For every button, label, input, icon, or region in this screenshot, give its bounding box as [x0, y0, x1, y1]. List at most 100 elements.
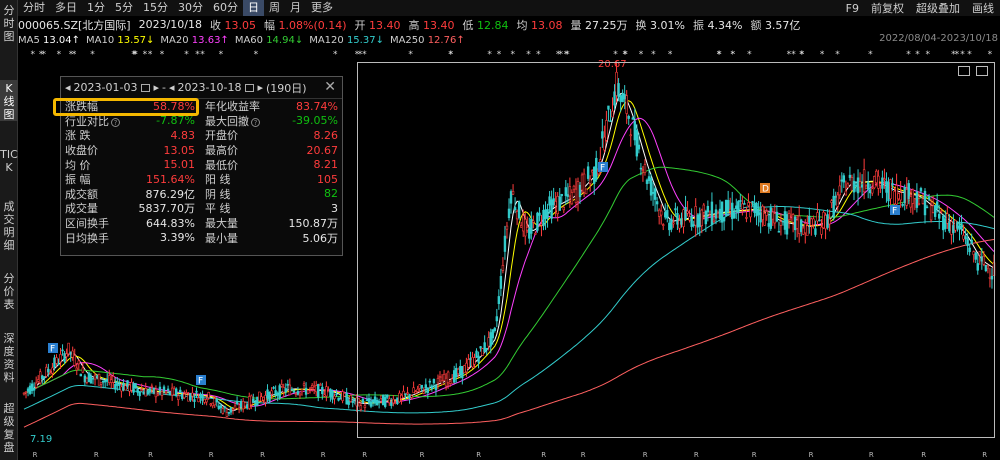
event-marker[interactable]: * — [487, 50, 492, 60]
right-issue-marker[interactable]: R — [869, 451, 874, 459]
event-marker[interactable]: * — [731, 50, 736, 60]
event-marker[interactable]: * — [39, 50, 44, 60]
event-marker[interactable]: * — [254, 50, 259, 60]
period-tab-7[interactable]: 日 — [243, 0, 264, 16]
event-marker[interactable]: * — [960, 50, 965, 60]
event-marker[interactable]: * — [31, 50, 36, 60]
event-marker[interactable]: * — [787, 50, 792, 60]
side-tab-6[interactable]: 超级复盘 — [3, 402, 15, 454]
event-marker[interactable]: * — [362, 50, 367, 60]
side-tab-5[interactable]: 深度资料 — [3, 332, 15, 384]
right-issue-marker[interactable]: R — [982, 451, 987, 459]
toolbar-right-button-3[interactable]: 画线 — [972, 2, 994, 15]
event-marker[interactable]: * — [133, 50, 138, 60]
event-marker[interactable]: * — [835, 50, 840, 60]
event-marker[interactable]: * — [556, 50, 561, 60]
right-issue-marker[interactable]: R — [581, 451, 586, 459]
close-icon[interactable]: ✕ — [324, 79, 336, 95]
right-issue-marker[interactable]: R — [94, 451, 99, 459]
event-marker[interactable]: * — [791, 50, 796, 60]
event-marker[interactable]: * — [195, 50, 200, 60]
period-tab-9[interactable]: 月 — [290, 1, 301, 14]
event-marker[interactable]: * — [906, 50, 911, 60]
event-marker[interactable]: * — [623, 50, 628, 60]
event-marker[interactable]: * — [200, 50, 205, 60]
event-marker[interactable]: * — [799, 50, 804, 60]
right-issue-marker[interactable]: R — [694, 451, 699, 459]
event-marker[interactable]: * — [967, 50, 972, 60]
help-icon[interactable]: ? — [251, 117, 260, 127]
event-marker[interactable]: * — [613, 50, 618, 60]
event-marker[interactable]: * — [69, 50, 74, 60]
event-marker[interactable]: * — [57, 50, 62, 60]
next-start-icon[interactable]: ▸ — [153, 81, 159, 94]
end-date[interactable]: 2023-10-18 — [177, 81, 242, 94]
event-badge-icon[interactable] — [196, 375, 206, 385]
period-tab-3[interactable]: 5分 — [115, 1, 133, 14]
side-tab-4[interactable]: 分价表 — [3, 272, 15, 311]
event-marker[interactable]: * — [148, 50, 153, 60]
prev-start-icon[interactable]: ◂ — [65, 81, 71, 94]
event-marker[interactable]: * — [511, 50, 516, 60]
toolbar-right-button-1[interactable]: 前复权 — [871, 2, 904, 15]
event-marker[interactable]: * — [668, 50, 673, 60]
event-marker[interactable]: * — [72, 50, 77, 60]
right-issue-marker[interactable]: R — [260, 451, 265, 459]
prev-end-icon[interactable]: ◂ — [168, 81, 175, 94]
event-marker[interactable]: * — [951, 50, 956, 60]
side-tab-3[interactable]: 成交明细 — [3, 200, 15, 252]
event-marker[interactable]: * — [42, 50, 47, 60]
event-marker[interactable]: * — [955, 50, 960, 60]
event-marker[interactable]: * — [408, 50, 413, 60]
right-issue-marker[interactable]: R — [33, 451, 38, 459]
event-marker[interactable]: * — [564, 50, 569, 60]
event-marker[interactable]: * — [800, 50, 805, 60]
event-marker[interactable]: * — [131, 50, 136, 60]
event-marker[interactable]: * — [717, 50, 722, 60]
calendar-icon[interactable] — [245, 83, 255, 92]
event-marker[interactable]: * — [449, 50, 454, 60]
side-tab-2[interactable]: TICK — [0, 148, 18, 174]
event-marker[interactable]: * — [731, 50, 736, 60]
maximize-icon[interactable] — [958, 66, 970, 76]
event-marker[interactable]: * — [90, 50, 95, 60]
period-tab-10[interactable]: 更多 — [311, 1, 333, 14]
period-tab-8[interactable]: 周 — [269, 1, 280, 14]
event-marker[interactable]: * — [747, 50, 752, 60]
event-marker[interactable]: * — [184, 50, 189, 60]
event-marker[interactable]: * — [717, 50, 722, 60]
event-marker[interactable]: * — [926, 50, 931, 60]
right-issue-marker[interactable]: R — [476, 451, 481, 459]
right-issue-marker[interactable]: R — [209, 451, 214, 459]
period-tab-5[interactable]: 30分 — [178, 1, 203, 14]
event-marker[interactable]: * — [988, 50, 993, 60]
event-marker[interactable]: * — [355, 50, 360, 60]
event-marker[interactable]: * — [133, 50, 138, 60]
help-icon[interactable]: ? — [111, 117, 120, 127]
right-issue-marker[interactable]: R — [809, 451, 814, 459]
event-badge-icon[interactable] — [760, 183, 770, 193]
right-issue-marker[interactable]: R — [148, 451, 153, 459]
event-marker[interactable]: * — [623, 50, 628, 60]
event-marker[interactable]: * — [497, 50, 502, 60]
period-tab-1[interactable]: 多日 — [55, 1, 77, 14]
right-issue-marker[interactable]: R — [752, 451, 757, 459]
side-tab-0[interactable]: 分时图 — [3, 4, 15, 43]
right-issue-marker[interactable]: R — [643, 451, 648, 459]
start-date[interactable]: 2023-01-03 — [73, 81, 138, 94]
right-issue-marker[interactable]: R — [541, 451, 546, 459]
event-marker[interactable]: * — [526, 50, 531, 60]
period-tab-0[interactable]: 分时 — [23, 1, 45, 14]
right-issue-marker[interactable]: R — [362, 451, 367, 459]
event-badge-icon[interactable] — [890, 205, 900, 215]
candlestick-chart[interactable]: ** *** *** ** *** * *** *** * * ** * ***** * *** * * * ***… — [18, 47, 1000, 460]
toolbar-right-button-2[interactable]: 超级叠加 — [916, 2, 960, 15]
next-end-icon[interactable]: ▸ — [257, 81, 263, 94]
event-marker[interactable]: * — [143, 50, 148, 60]
restore-icon[interactable] — [976, 66, 988, 76]
event-badge-icon[interactable] — [48, 343, 58, 353]
event-marker[interactable]: * — [559, 50, 564, 60]
event-marker[interactable]: * — [536, 50, 541, 60]
right-issue-marker[interactable]: R — [420, 451, 425, 459]
event-marker[interactable]: * — [868, 50, 873, 60]
